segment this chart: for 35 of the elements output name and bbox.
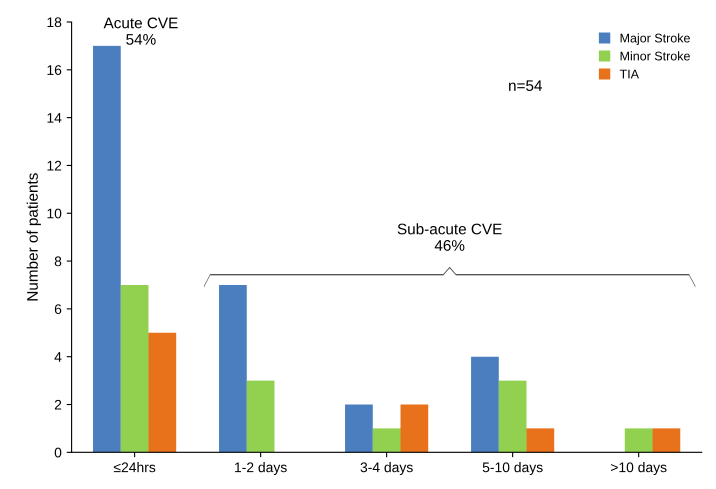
annotation: Sub-acute CVE 46% [398, 223, 502, 251]
bar [624, 428, 653, 452]
legend-label: Major Stroke [620, 33, 690, 45]
x-tick-label: 5-10 days [482, 462, 543, 475]
bar [219, 284, 247, 452]
bar [498, 380, 527, 452]
y-tick-label: 6 [54, 304, 62, 314]
bar [93, 46, 121, 452]
y-tick-label: 10 [47, 208, 62, 218]
x-tick-label: 1-2 days [235, 462, 287, 475]
y-tick-label: 16 [47, 65, 62, 75]
bar [120, 284, 148, 452]
bar [652, 428, 680, 452]
y-tick-label: 8 [54, 256, 62, 266]
x-tick-label: >10 days [610, 462, 667, 475]
bar [400, 404, 428, 452]
bar [526, 428, 554, 452]
bar [345, 404, 373, 452]
bar [148, 332, 176, 452]
y-tick-label: 4 [54, 352, 62, 362]
bar [246, 380, 274, 452]
annotation: Acute CVE 54% [104, 18, 178, 45]
y-tick-label: 12 [47, 160, 62, 170]
legend-label: Minor Stroke [620, 51, 690, 60]
annotation: n=54 [509, 80, 542, 92]
x-tick-label: 3-4 days [360, 462, 413, 475]
legend-label: TIA [620, 70, 639, 78]
y-tick-label: 2 [54, 400, 62, 410]
y-tick-label: 18 [47, 17, 62, 28]
bar [471, 356, 499, 452]
y-tick-label: 0 [54, 448, 62, 458]
bar [372, 428, 400, 452]
y-axis-title: Number of patients [26, 173, 41, 300]
x-tick-label: ≤24hrs [114, 462, 156, 472]
y-tick-label: 14 [47, 113, 62, 123]
